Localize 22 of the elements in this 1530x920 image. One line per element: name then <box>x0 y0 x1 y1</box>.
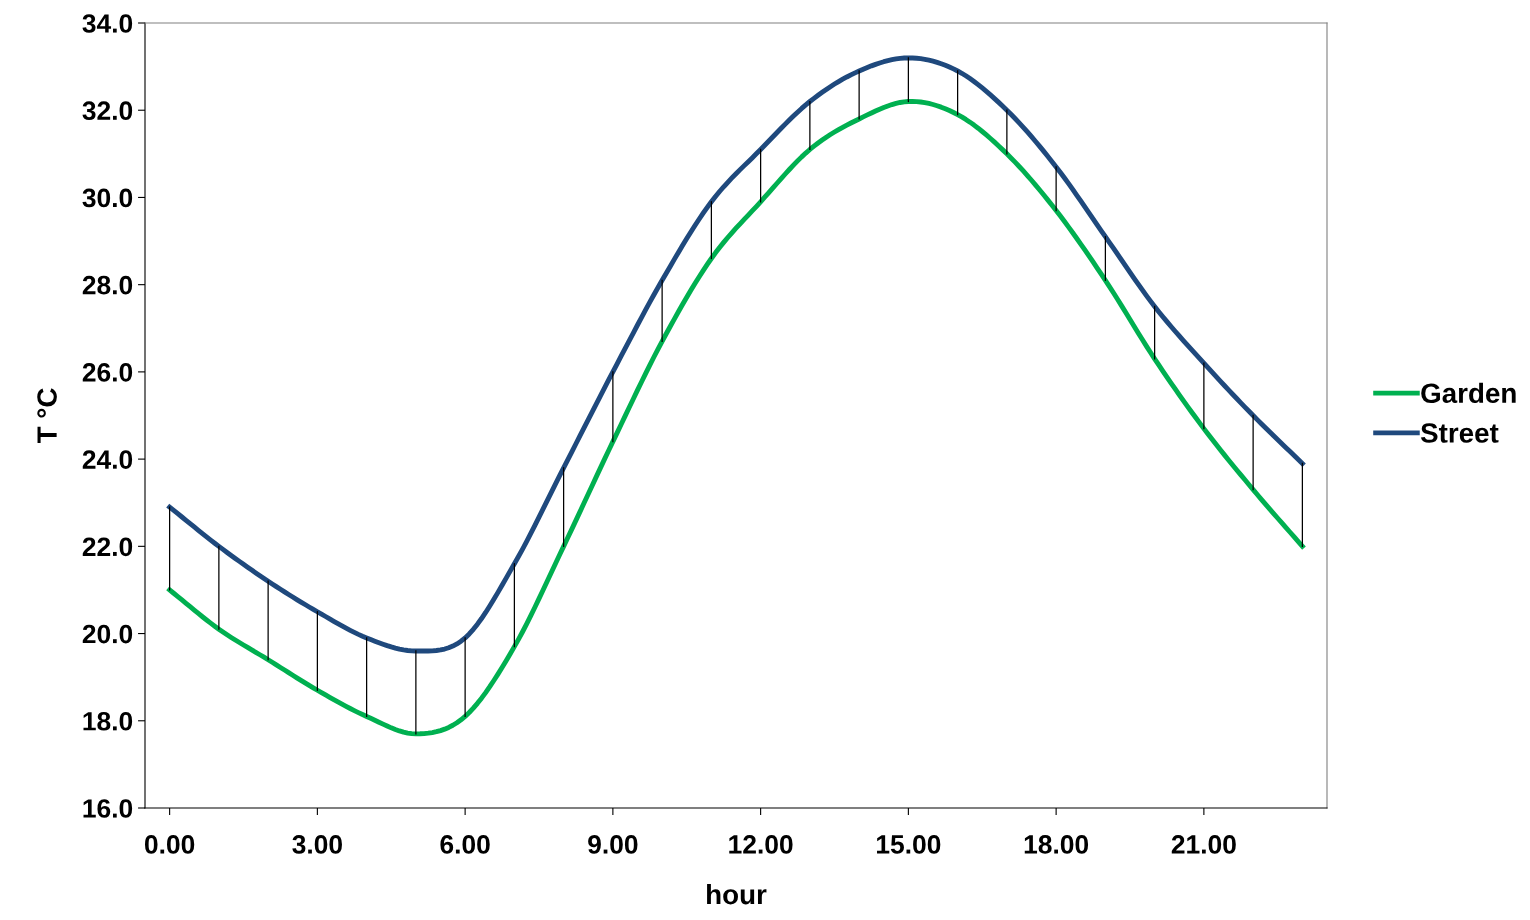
x-tick-label: 0.00 <box>144 835 195 854</box>
y-tick-label: 34.0 <box>82 14 133 33</box>
x-tick-label: 15.00 <box>877 835 941 854</box>
y-tick-label: 32.0 <box>82 101 133 121</box>
y-tick-label: 22.0 <box>82 537 133 557</box>
y-tick-label: 28.0 <box>82 275 133 295</box>
y-tick-label: 30.0 <box>82 188 133 208</box>
y-tick-label: 18.0 <box>83 711 133 731</box>
legend-label: Garden <box>1421 382 1516 404</box>
legend-label: Street <box>1420 423 1499 443</box>
x-tick-label: 6.00 <box>440 835 490 854</box>
y-tick-label: 24.0 <box>82 450 133 469</box>
x-tick-label: 9.00 <box>588 835 638 854</box>
x-axis-title: hour <box>707 883 767 905</box>
y-tick-label: 26.0 <box>82 363 133 382</box>
y-axis-title: T °C <box>37 388 57 444</box>
x-tick-label: 21.00 <box>1171 835 1236 854</box>
x-tick-label: 12.00 <box>729 835 793 854</box>
y-tick-label: 20.0 <box>82 624 133 644</box>
x-tick-label: 3.00 <box>292 835 342 854</box>
x-tick-label: 18.00 <box>1024 835 1089 854</box>
y-tick-label: 16.0 <box>83 799 133 818</box>
